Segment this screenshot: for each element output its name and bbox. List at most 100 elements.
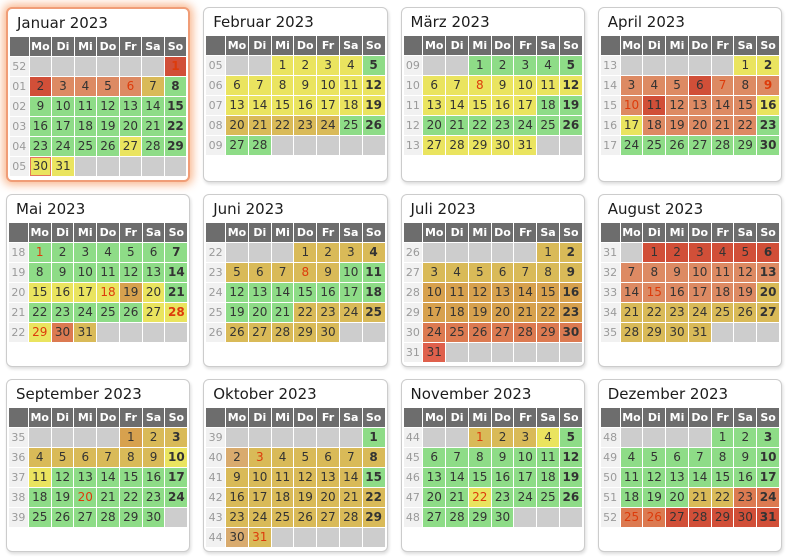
day-cell[interactable]: 11 <box>339 76 362 95</box>
day-cell[interactable]: 12 <box>51 468 74 487</box>
day-cell[interactable]: 22 <box>537 303 559 322</box>
day-cell[interactable]: 4 <box>537 428 559 447</box>
day-cell[interactable]: 25 <box>537 488 559 507</box>
day-cell[interactable]: 3 <box>248 448 271 467</box>
day-cell[interactable]: 13 <box>226 96 248 115</box>
day-cell[interactable]: 20 <box>423 116 446 135</box>
day-cell[interactable]: 14 <box>688 468 711 487</box>
day-cell[interactable]: 26 <box>559 488 582 507</box>
day-cell[interactable]: 4 <box>643 76 666 95</box>
day-cell[interactable]: 17 <box>165 468 188 487</box>
day-cell[interactable]: 18 <box>446 303 468 322</box>
day-cell[interactable]: 23 <box>317 303 339 322</box>
day-cell[interactable]: 11 <box>620 468 643 487</box>
day-cell[interactable]: 11 <box>537 448 559 467</box>
day-cell[interactable]: 1 <box>734 56 757 75</box>
day-cell[interactable]: 2 <box>757 56 779 75</box>
day-cell[interactable]: 2 <box>491 428 514 447</box>
day-cell[interactable]: 30 <box>226 528 248 547</box>
day-cell[interactable]: 11 <box>711 263 734 282</box>
day-cell[interactable]: 9 <box>559 263 582 282</box>
day-cell[interactable]: 15 <box>164 97 187 116</box>
day-cell[interactable]: 25 <box>74 137 97 156</box>
day-cell[interactable]: 31 <box>52 157 74 176</box>
day-cell[interactable]: 6 <box>226 76 248 95</box>
day-cell[interactable]: 18 <box>537 468 559 487</box>
day-cell[interactable]: 6 <box>491 263 514 282</box>
day-cell[interactable]: 24 <box>317 116 339 135</box>
day-cell[interactable]: 10 <box>757 448 779 467</box>
day-cell[interactable]: 8 <box>537 263 559 282</box>
day-cell[interactable]: 15 <box>468 96 491 115</box>
day-cell[interactable]: 10 <box>317 76 339 95</box>
day-cell[interactable]: 4 <box>362 243 385 262</box>
day-cell[interactable]: 16 <box>491 468 514 487</box>
day-cell[interactable]: 7 <box>142 77 164 96</box>
day-cell[interactable]: 28 <box>514 323 537 342</box>
day-cell[interactable]: 21 <box>514 303 537 322</box>
day-cell[interactable]: 27 <box>491 323 514 342</box>
day-cell[interactable]: 24 <box>423 323 446 342</box>
day-cell[interactable]: 28 <box>688 508 711 527</box>
day-cell[interactable]: 30 <box>491 136 514 155</box>
day-cell[interactable]: 17 <box>317 96 339 115</box>
day-cell[interactable]: 25 <box>711 303 734 322</box>
day-cell[interactable]: 29 <box>468 136 491 155</box>
day-cell[interactable]: 8 <box>711 448 734 467</box>
day-cell[interactable]: 18 <box>537 96 559 115</box>
day-cell[interactable]: 28 <box>165 303 188 322</box>
day-cell[interactable]: 12 <box>119 263 142 282</box>
day-cell[interactable]: 1 <box>164 57 187 76</box>
day-cell[interactable]: 14 <box>711 96 734 115</box>
day-cell[interactable]: 3 <box>317 56 339 75</box>
day-cell[interactable]: 17 <box>620 116 643 135</box>
day-cell[interactable]: 20 <box>248 303 271 322</box>
day-cell[interactable]: 26 <box>468 323 491 342</box>
day-cell[interactable]: 19 <box>666 116 688 135</box>
day-cell[interactable]: 24 <box>74 303 97 322</box>
day-cell[interactable]: 12 <box>226 283 248 302</box>
day-cell[interactable]: 15 <box>711 468 734 487</box>
day-cell[interactable]: 22 <box>711 488 734 507</box>
day-cell[interactable]: 20 <box>119 117 142 136</box>
day-cell[interactable]: 13 <box>757 263 779 282</box>
day-cell[interactable]: 16 <box>29 117 52 136</box>
day-cell[interactable]: 1 <box>119 428 142 447</box>
day-cell[interactable]: 17 <box>514 468 537 487</box>
day-cell[interactable]: 12 <box>559 76 582 95</box>
day-cell[interactable]: 29 <box>362 508 385 527</box>
day-cell[interactable]: 5 <box>559 428 582 447</box>
day-cell[interactable]: 22 <box>294 303 317 322</box>
day-cell[interactable]: 30 <box>666 323 688 342</box>
day-cell[interactable]: 2 <box>142 428 165 447</box>
day-cell[interactable]: 25 <box>28 508 51 527</box>
day-cell[interactable]: 25 <box>643 136 666 155</box>
day-cell[interactable]: 1 <box>643 243 666 262</box>
day-cell[interactable]: 12 <box>362 76 385 95</box>
day-cell[interactable]: 16 <box>51 283 74 302</box>
day-cell[interactable]: 11 <box>362 263 385 282</box>
day-cell[interactable]: 17 <box>688 283 711 302</box>
day-cell[interactable]: 18 <box>271 488 294 507</box>
day-cell[interactable]: 8 <box>294 263 317 282</box>
day-cell[interactable]: 29 <box>711 508 734 527</box>
day-cell[interactable]: 3 <box>423 263 446 282</box>
day-cell[interactable]: 26 <box>119 303 142 322</box>
day-cell[interactable]: 2 <box>29 77 52 96</box>
day-cell[interactable]: 3 <box>757 428 779 447</box>
day-cell[interactable]: 21 <box>620 303 643 322</box>
day-cell[interactable]: 2 <box>226 448 248 467</box>
day-cell[interactable]: 28 <box>248 136 271 155</box>
day-cell[interactable]: 16 <box>734 468 757 487</box>
day-cell[interactable]: 27 <box>666 508 688 527</box>
day-cell[interactable]: 7 <box>514 263 537 282</box>
day-cell[interactable]: 24 <box>514 488 537 507</box>
day-cell[interactable]: 28 <box>142 137 164 156</box>
day-cell[interactable]: 30 <box>142 508 165 527</box>
day-cell[interactable]: 27 <box>142 303 165 322</box>
day-cell[interactable]: 4 <box>28 448 51 467</box>
day-cell[interactable]: 4 <box>74 77 97 96</box>
day-cell[interactable]: 10 <box>688 263 711 282</box>
day-cell[interactable]: 27 <box>74 508 97 527</box>
day-cell[interactable]: 15 <box>643 283 666 302</box>
